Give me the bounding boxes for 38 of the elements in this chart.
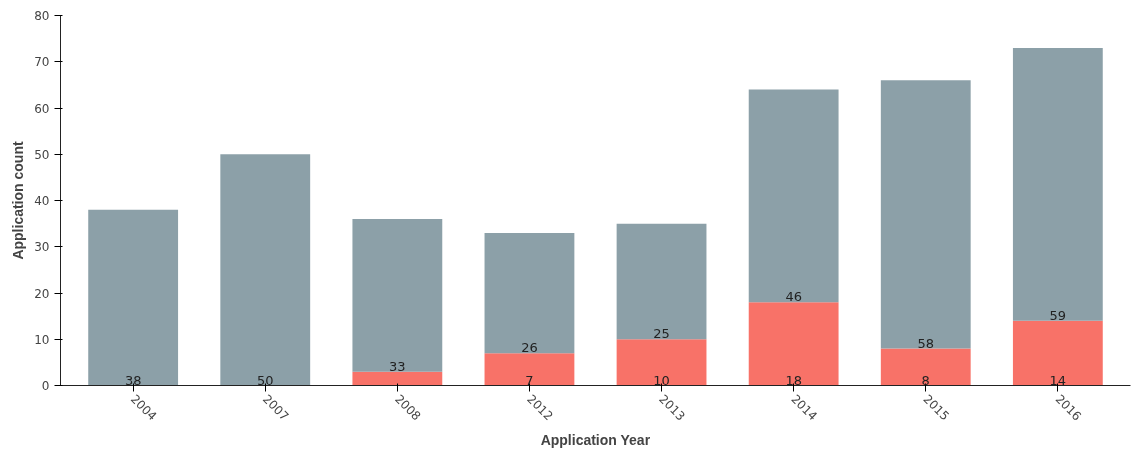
bar bbox=[88, 209, 179, 386]
y-tick-label: 30 bbox=[34, 240, 50, 255]
y-axis-title: Application count bbox=[10, 141, 27, 260]
data-label: 58 bbox=[917, 335, 935, 351]
bar bbox=[748, 302, 839, 386]
y-tick-label: 50 bbox=[34, 147, 50, 162]
bar bbox=[748, 89, 839, 303]
bar bbox=[352, 219, 443, 372]
bar bbox=[220, 154, 311, 386]
y-tick-label: 70 bbox=[34, 55, 50, 70]
data-label: 38 bbox=[124, 372, 142, 388]
bar bbox=[1012, 320, 1103, 386]
bar bbox=[484, 353, 575, 386]
data-label: 10 bbox=[653, 372, 670, 388]
y-tick-label: 60 bbox=[34, 101, 50, 116]
data-label: 25 bbox=[653, 326, 670, 342]
data-label: 59 bbox=[1049, 307, 1067, 323]
bar bbox=[352, 371, 443, 386]
bar bbox=[880, 80, 971, 349]
y-tick-label: 80 bbox=[34, 9, 50, 23]
data-label: 7 bbox=[525, 372, 534, 388]
data-label: 14 bbox=[1049, 372, 1067, 388]
data-label: 18 bbox=[785, 372, 802, 388]
data-label: 8 bbox=[921, 372, 930, 388]
data-label: 26 bbox=[521, 340, 538, 356]
bar bbox=[484, 232, 575, 354]
bar bbox=[616, 223, 707, 340]
x-axis-title: Application Year bbox=[540, 432, 651, 449]
bar bbox=[1012, 47, 1103, 321]
y-tick-label: 0 bbox=[41, 379, 50, 393]
bar bbox=[880, 348, 971, 386]
data-label: 33 bbox=[389, 358, 406, 374]
y-tick-label: 10 bbox=[34, 332, 50, 347]
bar bbox=[616, 339, 707, 386]
y-tick-label: 20 bbox=[34, 286, 50, 301]
data-label: 46 bbox=[785, 289, 802, 305]
y-tick-label: 40 bbox=[34, 194, 50, 208]
data-label: 50 bbox=[256, 372, 274, 388]
